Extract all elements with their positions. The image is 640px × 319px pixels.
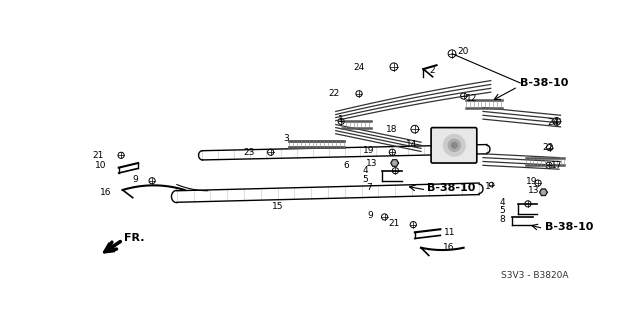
- Polygon shape: [391, 160, 399, 166]
- Text: 24: 24: [353, 63, 365, 72]
- Circle shape: [444, 135, 465, 156]
- Text: 12: 12: [466, 94, 477, 103]
- Text: 13: 13: [366, 159, 378, 167]
- Text: 4: 4: [363, 166, 368, 175]
- Text: 13: 13: [528, 186, 540, 195]
- Text: 3: 3: [284, 134, 289, 143]
- Text: 23: 23: [243, 148, 254, 157]
- Text: 16: 16: [443, 243, 454, 252]
- Text: 19: 19: [363, 146, 374, 155]
- Text: 1: 1: [485, 182, 491, 191]
- Text: 22: 22: [542, 143, 553, 152]
- Text: 21: 21: [92, 151, 103, 160]
- Text: 19: 19: [525, 177, 537, 186]
- Text: 2: 2: [429, 66, 435, 75]
- Text: 20: 20: [458, 47, 468, 56]
- Text: 17: 17: [551, 161, 563, 170]
- Text: 7: 7: [367, 183, 372, 192]
- Text: 1: 1: [338, 115, 344, 124]
- Text: 10: 10: [95, 161, 106, 170]
- Text: 4: 4: [499, 198, 505, 207]
- Text: B-38-10: B-38-10: [428, 183, 476, 193]
- Text: 9: 9: [367, 211, 373, 220]
- Text: 21: 21: [388, 219, 400, 227]
- Text: 5: 5: [362, 175, 368, 184]
- Text: 11: 11: [444, 228, 456, 237]
- Circle shape: [448, 139, 461, 152]
- Text: 8: 8: [499, 215, 505, 224]
- Text: 24: 24: [548, 118, 559, 128]
- Text: FR.: FR.: [124, 234, 145, 243]
- Circle shape: [451, 142, 458, 148]
- Text: 15: 15: [272, 202, 284, 211]
- Text: 16: 16: [99, 188, 111, 197]
- Text: B-38-10: B-38-10: [520, 78, 568, 88]
- Circle shape: [541, 190, 545, 194]
- Text: 5: 5: [499, 206, 505, 215]
- Text: 6: 6: [344, 161, 349, 170]
- Text: S3V3 - B3820A: S3V3 - B3820A: [500, 271, 568, 280]
- Text: 14: 14: [406, 140, 417, 149]
- Polygon shape: [540, 189, 547, 196]
- Text: B-38-10: B-38-10: [545, 222, 593, 232]
- Text: 18: 18: [387, 125, 397, 134]
- Circle shape: [393, 161, 397, 165]
- FancyBboxPatch shape: [431, 128, 477, 163]
- Text: 22: 22: [328, 89, 340, 98]
- Text: 9: 9: [132, 175, 138, 184]
